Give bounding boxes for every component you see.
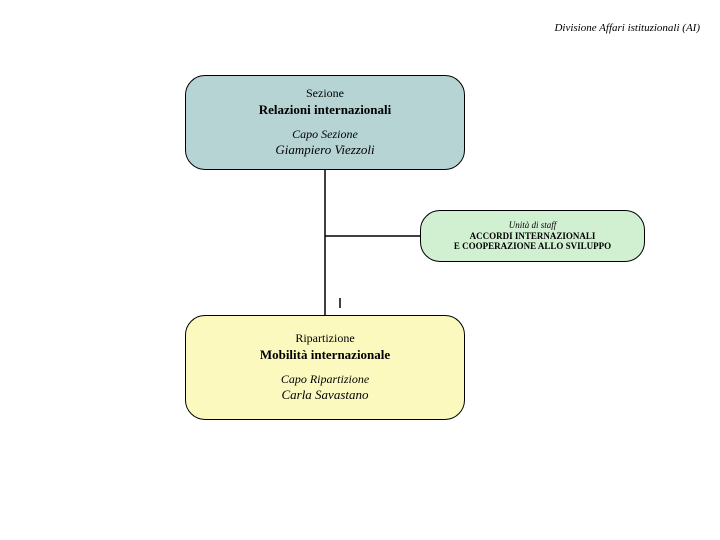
node-type-label: Sezione xyxy=(196,86,454,102)
org-node-subsection: Ripartizione Mobilità internazionale Cap… xyxy=(185,315,465,420)
org-node-staff-unit: Unità di staff ACCORDI INTERNAZIONALI E … xyxy=(420,210,645,262)
node-title: Mobilità internazionale xyxy=(196,347,454,364)
node-person-name: Giampiero Viezzoli xyxy=(196,142,454,159)
node-title-line1: ACCORDI INTERNAZIONALI xyxy=(431,231,634,242)
node-title-line2: E COOPERAZIONE ALLO SVILUPPO xyxy=(431,241,634,252)
node-role-label: Capo Ripartizione xyxy=(196,372,454,388)
node-type-label: Ripartizione xyxy=(196,331,454,347)
node-person-name: Carla Savastano xyxy=(196,387,454,404)
node-title: Relazioni internazionali xyxy=(196,102,454,119)
org-node-section: Sezione Relazioni internazionali Capo Se… xyxy=(185,75,465,170)
node-type-label: Unità di staff xyxy=(431,220,634,231)
page-header: Divisione Affari istituzionali (AI) xyxy=(554,22,700,34)
header-text: Divisione Affari istituzionali (AI) xyxy=(554,22,700,34)
node-role-label: Capo Sezione xyxy=(196,127,454,143)
